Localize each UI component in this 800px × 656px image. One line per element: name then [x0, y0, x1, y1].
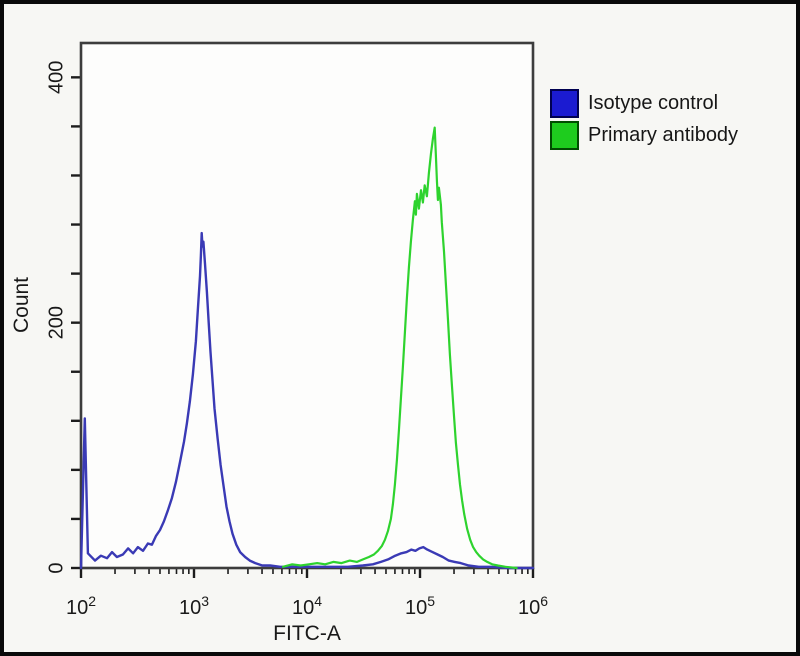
legend: Isotype control Primary antibody	[550, 88, 738, 150]
legend-item-primary-antibody: Primary antibody	[550, 120, 738, 150]
x-tick-label: 103	[179, 593, 209, 619]
x-tick-label: 104	[292, 593, 322, 619]
isotype-control-swatch-icon	[550, 88, 579, 118]
y-tick-label: 0	[45, 562, 67, 573]
y-tick-label: 200	[45, 306, 67, 339]
primary-antibody-curve	[281, 126, 518, 570]
primary-antibody-swatch-icon	[550, 120, 579, 150]
x-tick-label: 105	[405, 593, 435, 619]
legend-label-isotype-control: Isotype control	[588, 92, 719, 114]
plot-background	[81, 43, 533, 568]
legend-label-primary-antibody: Primary antibody	[588, 124, 739, 146]
x-tick-label: 106	[518, 593, 548, 619]
legend-item-isotype-control: Isotype control	[550, 88, 738, 118]
y-tick-label: 400	[45, 61, 67, 94]
isotype-control-curve	[79, 231, 535, 570]
y-axis-label: Count	[10, 277, 33, 333]
x-axis-label: FITC-A	[273, 622, 341, 645]
histogram-plot: 0 200 400 102 103 104 105 106 FITC-A Count	[10, 41, 548, 645]
x-tick-label: 102	[66, 593, 96, 619]
